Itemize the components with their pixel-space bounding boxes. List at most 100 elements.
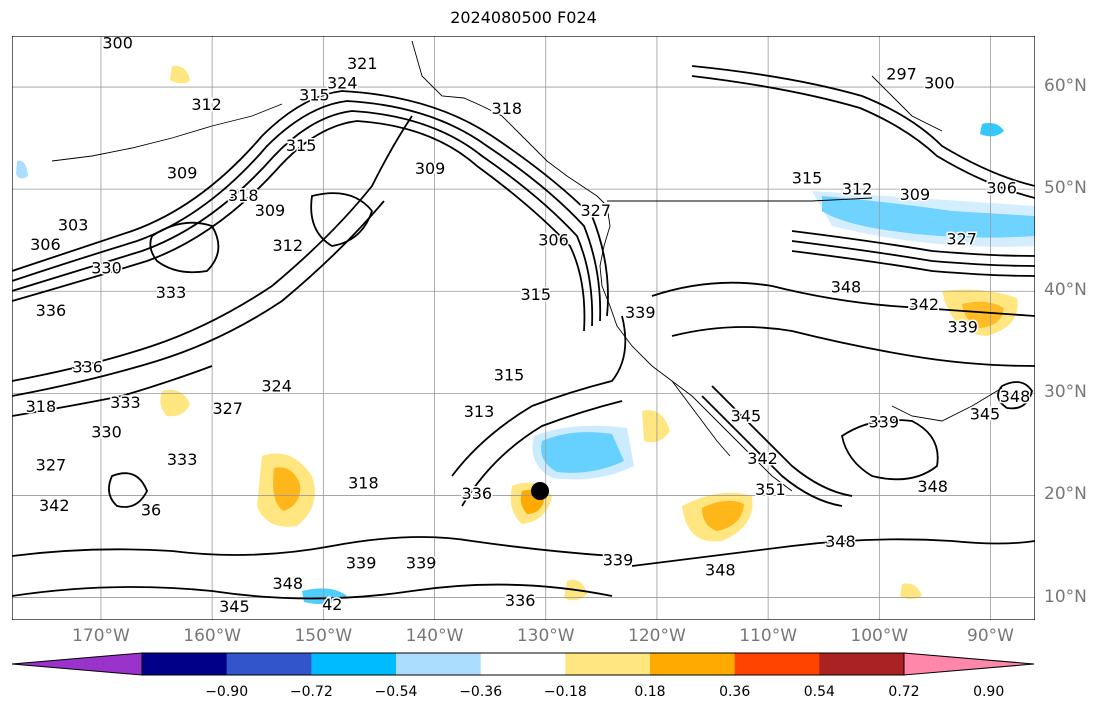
colorbar-tick-label: −0.54 <box>374 684 418 700</box>
patch-orange-3 <box>962 301 1004 328</box>
contour-label: 336 <box>36 301 67 320</box>
contour-jet-east-1 <box>791 230 1035 257</box>
contour-lines <box>12 65 1035 600</box>
west-coast <box>599 205 793 492</box>
colorbar-tick-label: 0.54 <box>803 684 835 700</box>
contour-label: 324 <box>261 377 292 396</box>
contour-subtrop-2 <box>12 200 385 397</box>
patch-blue-small-1 <box>980 122 1004 137</box>
latitude-label: 50°N <box>1044 178 1087 199</box>
contour-label: 312 <box>842 180 873 199</box>
contour-label: 333 <box>156 283 187 302</box>
latitude-label: 60°N <box>1044 76 1087 97</box>
graticule-lines <box>12 36 1035 620</box>
contour-label: 312 <box>191 95 222 114</box>
contour-label: 345 <box>219 597 250 616</box>
contour-label: 342 <box>39 496 70 515</box>
contour-label: 309 <box>900 185 931 204</box>
alaska-coast <box>411 40 608 207</box>
contour-label: 327 <box>581 201 612 220</box>
contour-label: 309 <box>415 159 446 178</box>
longitude-label: 110°W <box>739 626 798 646</box>
contour-label: 327 <box>36 455 67 474</box>
contour-low-hawaii <box>108 472 148 508</box>
canada-us-border <box>607 197 873 202</box>
contour-east-2 <box>671 326 1035 367</box>
colorbar <box>11 652 1035 676</box>
colorbar-segment <box>226 653 312 675</box>
longitude-label: 100°W <box>850 626 909 646</box>
contour-label: 348 <box>825 532 856 551</box>
contour-label: 36 <box>141 500 161 519</box>
contour-label: 327 <box>946 230 977 249</box>
contour-label: 336 <box>505 591 536 610</box>
contour-label: 333 <box>110 393 141 412</box>
patch-yellow-8 <box>900 583 922 599</box>
patch-yellow-5 <box>642 410 670 443</box>
colorbar-tick-label: −0.72 <box>289 684 333 700</box>
longitude-label: 170°W <box>72 626 130 646</box>
contour-jet-west-4 <box>12 120 586 332</box>
contour-label: 330 <box>91 258 122 277</box>
contour-tropics-1 <box>12 536 613 557</box>
contour-label: 339 <box>346 553 377 572</box>
contour-jet-west-3 <box>12 110 594 327</box>
contour-label: 306 <box>986 179 1017 198</box>
contour-label: 342 <box>909 295 940 314</box>
colorbar-segment <box>734 653 820 675</box>
longitude-label: 150°W <box>294 626 353 646</box>
contour-label: 42 <box>322 595 342 614</box>
contour-label: 303 <box>58 215 89 234</box>
contour-label: 315 <box>520 285 551 304</box>
contour-label: 330 <box>91 423 122 442</box>
colorbar-tick-label: 0.72 <box>888 684 920 700</box>
contour-label: 309 <box>167 163 198 182</box>
contour-jet-east-2 <box>791 240 1035 267</box>
contour-jet-west-1 <box>12 90 609 317</box>
colorbar-segment <box>480 653 566 675</box>
colorbar-segment <box>142 653 228 675</box>
contour-label: 315 <box>286 136 317 155</box>
contour-label: 348 <box>917 477 948 496</box>
colorbar-tick-label: 0.36 <box>719 684 751 700</box>
contour-tropics-2 <box>12 583 613 600</box>
colorbar-segment <box>396 653 482 675</box>
contour-label: 339 <box>947 318 978 337</box>
mexico-gulf-coast <box>891 387 1003 422</box>
patch-lightblue-small-3 <box>16 160 28 179</box>
latitude-label: 40°N <box>1044 280 1087 301</box>
contour-label: 306 <box>538 231 569 250</box>
latitude-label: 10°N <box>1044 586 1087 607</box>
contour-label: 318 <box>492 99 523 118</box>
contour-label: 300 <box>924 73 955 92</box>
contour-label: 300 <box>102 36 133 53</box>
contour-label: 351 <box>755 480 786 499</box>
colorbar-tick-label: −0.90 <box>205 684 249 700</box>
hudson-area <box>871 75 943 132</box>
patch-orange-1 <box>702 500 744 531</box>
contour-label: 324 <box>327 73 358 92</box>
contour-label: 312 <box>272 236 303 255</box>
contour-label: 315 <box>299 86 330 105</box>
contour-gulf-1 <box>840 419 939 481</box>
contour-east-1 <box>651 281 1035 317</box>
contour-label: 345 <box>970 404 1001 423</box>
contour-label: 348 <box>831 278 862 297</box>
contour-label: 342 <box>747 449 778 468</box>
colorbar-segment <box>650 653 736 675</box>
longitude-label: 90°W <box>967 626 1014 646</box>
contour-label: 339 <box>603 550 634 569</box>
map-title: 2024080500 F024 <box>450 8 597 27</box>
contour-label: 348 <box>705 560 736 579</box>
contour-label: 345 <box>731 406 762 425</box>
contour-label: 315 <box>494 365 525 384</box>
longitude-label: 130°W <box>516 626 575 646</box>
colorbar-segment <box>565 653 651 675</box>
colorbar-extend-low <box>11 652 143 676</box>
contour-label: 348 <box>272 574 303 593</box>
contour-label: 318 <box>228 186 259 205</box>
contour-label: 309 <box>255 201 286 220</box>
colorbar-segment <box>819 653 905 675</box>
